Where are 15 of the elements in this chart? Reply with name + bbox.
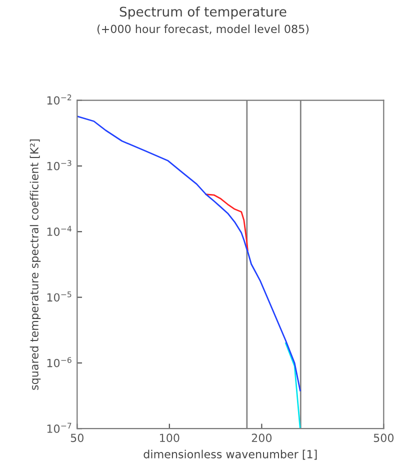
x-tick-label: 100: [160, 434, 180, 442]
y-tick-label: 10$^{−5}$: [47, 292, 72, 302]
chart-subtitle: (+000 hour forecast, model level 085): [97, 24, 309, 34]
line-series: [205, 194, 248, 251]
y-tick-label: 10$^{−2}$: [47, 94, 72, 105]
x-tick-label: 200: [252, 434, 272, 442]
chart-title: Spectrum of temperature: [120, 6, 286, 20]
y-tick-label: 10$^{−6}$: [47, 357, 72, 368]
x-axis-title: dimensionless wavenumber [1]: [144, 450, 317, 460]
y-tick-label: 10$^{−4}$: [47, 226, 72, 236]
y-tick-label: 10$^{−7}$: [47, 422, 72, 433]
y-axis-title: squared temperature spectral coefficient [K²]: [30, 139, 41, 390]
y-tick-label: 10$^{−3}$: [47, 160, 72, 170]
x-tick-label: 500: [374, 434, 394, 442]
x-tick-label: 50: [70, 434, 84, 442]
